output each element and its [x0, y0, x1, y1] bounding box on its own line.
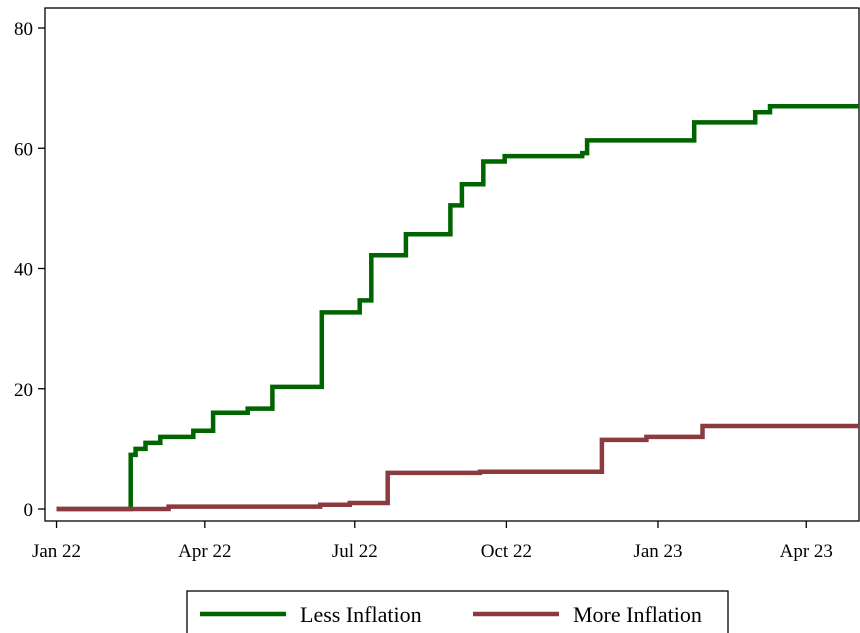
- legend-label-2: More Inflation: [573, 602, 702, 627]
- legend: Less Inflation More Inflation: [186, 590, 729, 633]
- plot-frame: [44, 7, 860, 522]
- x-tick-label: Apr 23: [780, 541, 833, 562]
- plot-area: [44, 7, 860, 522]
- series-layer: [56, 103, 859, 512]
- x-tick-label: Jan 23: [633, 541, 682, 562]
- y-tick-label: 0: [24, 500, 34, 521]
- y-axis: 0 20 40 60 80: [14, 19, 45, 521]
- y-tick-label: 40: [14, 260, 33, 281]
- x-axis: Jan 22 Apr 22 Jul 22 Oct 22 Jan 23 Apr 23: [32, 521, 833, 562]
- y-tick-label: 60: [14, 139, 33, 160]
- series-line-1: [56, 103, 859, 512]
- x-tick-label: Oct 22: [481, 541, 532, 562]
- y-tick-label: 20: [14, 380, 33, 401]
- x-tick-label: Jan 22: [32, 541, 81, 562]
- series-line-2: [56, 423, 859, 512]
- x-tick-label: Apr 22: [178, 541, 231, 562]
- x-tick-label: Jul 22: [332, 541, 378, 562]
- legend-label-1: Less Inflation: [300, 602, 422, 627]
- y-tick-label: 80: [14, 19, 33, 40]
